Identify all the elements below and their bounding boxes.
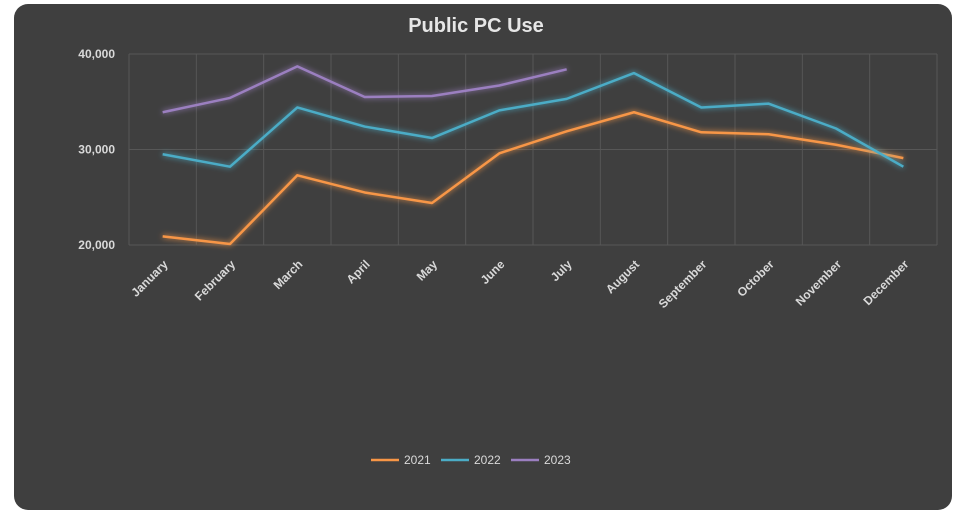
chart-title: Public PC Use [408,15,544,37]
series-line [162,65,567,114]
legend-label: 2021 [404,453,431,467]
series-line [162,111,904,246]
chart-background [14,4,952,510]
legend-label: 2022 [474,453,501,467]
series-line [162,71,904,168]
legend-label: 2023 [544,453,571,467]
y-tick-label: 20,000 [78,238,115,252]
y-tick-label: 30,000 [78,143,115,157]
y-tick-label: 40,000 [78,47,115,61]
